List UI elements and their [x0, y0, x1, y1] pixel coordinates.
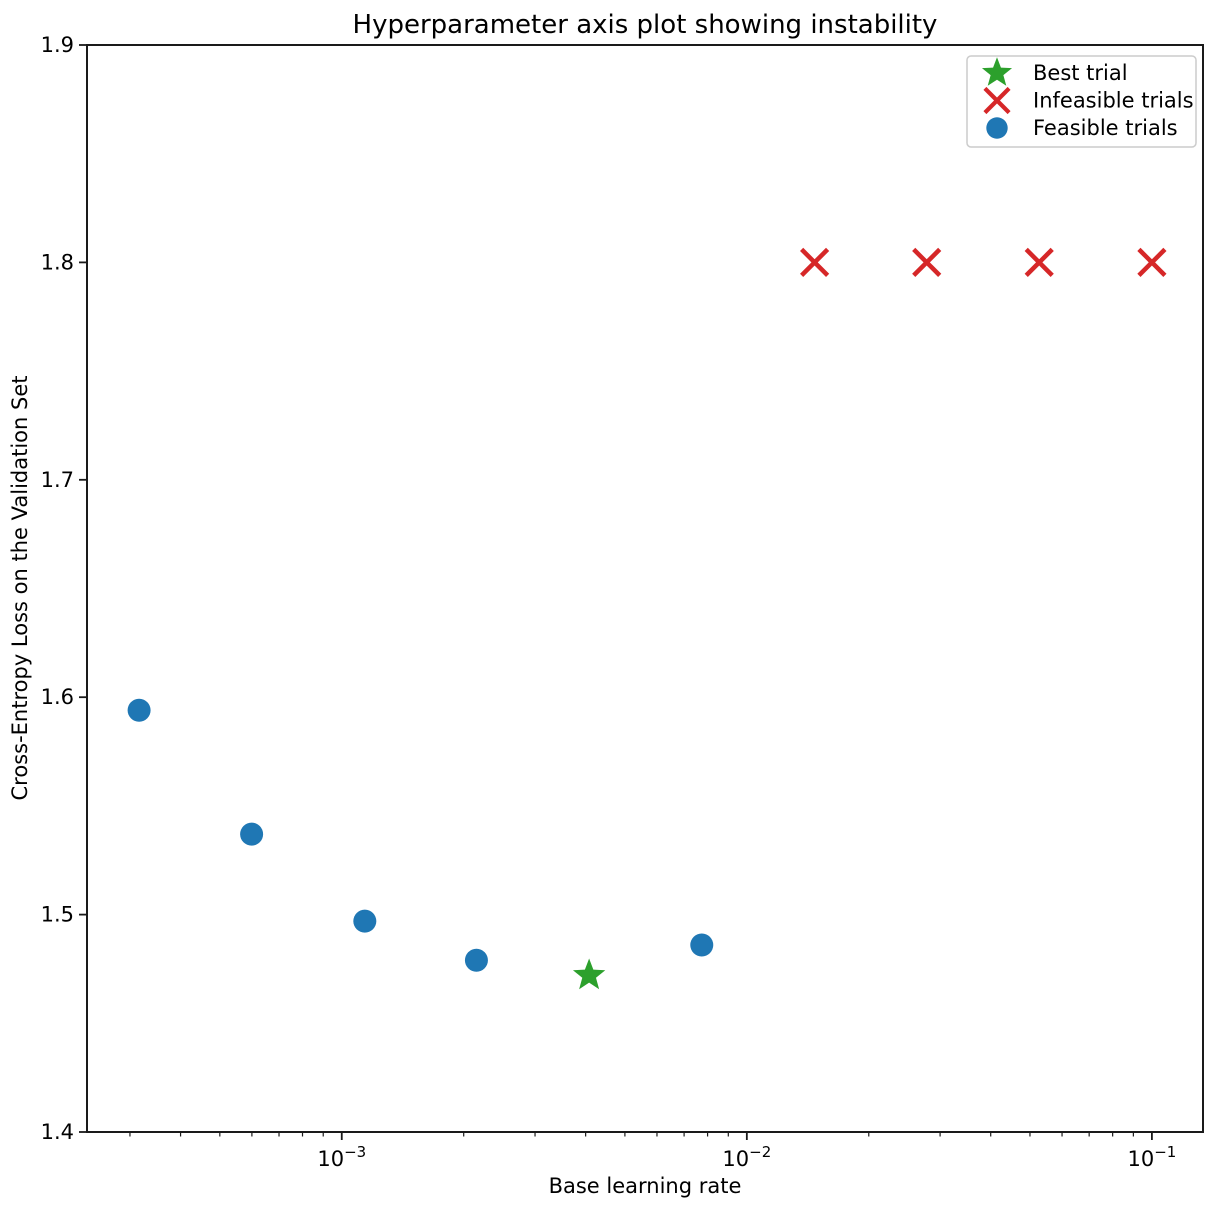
- point-feasible-trials: [127, 698, 151, 722]
- y-tick-label: 1.7: [41, 468, 74, 492]
- point-infeasible-trials: [1137, 247, 1167, 277]
- legend-label: Feasible trials: [1033, 116, 1178, 140]
- y-axis-label: Cross-Entropy Loss on the Validation Set: [8, 376, 32, 801]
- y-tick-label: 1.4: [41, 1120, 74, 1144]
- axes-layer: 10−3 10−2 10−1 1.4 1.5 1.6 1.7 1.8 1.9: [41, 33, 1204, 1171]
- legend-entry-infeasible-trials: Infeasible trials: [983, 86, 1194, 115]
- y-tick-label: 1.5: [41, 903, 74, 927]
- point-legend-best-trial: [981, 57, 1013, 86]
- chart-title: Hyperparameter axis plot showing instabi…: [353, 10, 938, 40]
- x-tick-label: 10−1: [1127, 1143, 1176, 1171]
- legend-label: Infeasible trials: [1033, 89, 1194, 113]
- y-tick-label: 1.8: [41, 250, 74, 274]
- point-feasible-trials: [464, 948, 488, 972]
- point-infeasible-trials: [912, 247, 942, 277]
- legend: Best trial Infeasible trials Feasible tria…: [966, 55, 1197, 148]
- y-tick-label: 1.9: [41, 33, 74, 57]
- point-best-trial: [572, 958, 606, 990]
- point-feasible-trials: [353, 909, 377, 933]
- legend-box: [966, 55, 1197, 148]
- plot-frame: [86, 44, 1204, 1133]
- legend-label: Best trial: [1033, 61, 1128, 85]
- point-infeasible-trials: [1024, 247, 1054, 277]
- legend-entry-best-trial: Best trial: [981, 57, 1128, 86]
- point-feasible-trials: [690, 933, 714, 957]
- point-feasible-trials: [240, 822, 264, 846]
- x-axis-label: Base learning rate: [549, 1174, 742, 1198]
- legend-entry-feasible-trials: Feasible trials: [986, 116, 1178, 140]
- x-tick-label: 10−2: [722, 1143, 771, 1171]
- y-tick-label: 1.6: [41, 685, 74, 709]
- point-legend-infeasible-trials: [983, 86, 1011, 115]
- point-infeasible-trials: [800, 247, 830, 277]
- points-layer: [127, 247, 1167, 990]
- x-tick-label: 10−3: [317, 1143, 366, 1171]
- point-legend-feasible-trials: [986, 117, 1008, 139]
